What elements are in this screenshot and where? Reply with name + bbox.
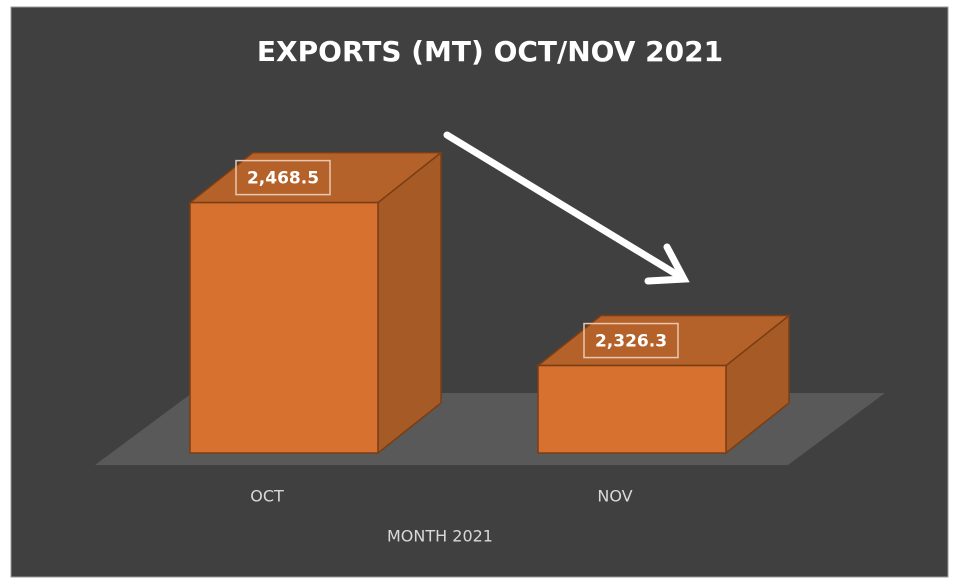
chart-background [10,6,949,578]
bar-side [377,151,442,455]
bars: 2,468.5 2,326.3 [187,151,792,455]
x-tick-label: OCT [250,487,284,506]
bar-front [189,201,379,454]
value-label-box [235,159,331,196]
chart-title: EXPORTS (MT) OCT/NOV 2021 [257,35,723,68]
arrow-head [644,243,690,285]
arrow-shaft [443,131,680,278]
value-label: 2,326.3 [595,332,667,352]
value-label: 2,468.5 [247,169,319,189]
x-axis-title: MONTH 2021 [387,527,493,546]
bar: 2,468.5 [187,151,444,455]
bar: 2,326.3 [535,314,792,455]
bar-front [537,364,727,454]
x-tick-label: NOV [597,487,632,506]
value-label-box [583,322,679,359]
arrow [443,131,690,285]
